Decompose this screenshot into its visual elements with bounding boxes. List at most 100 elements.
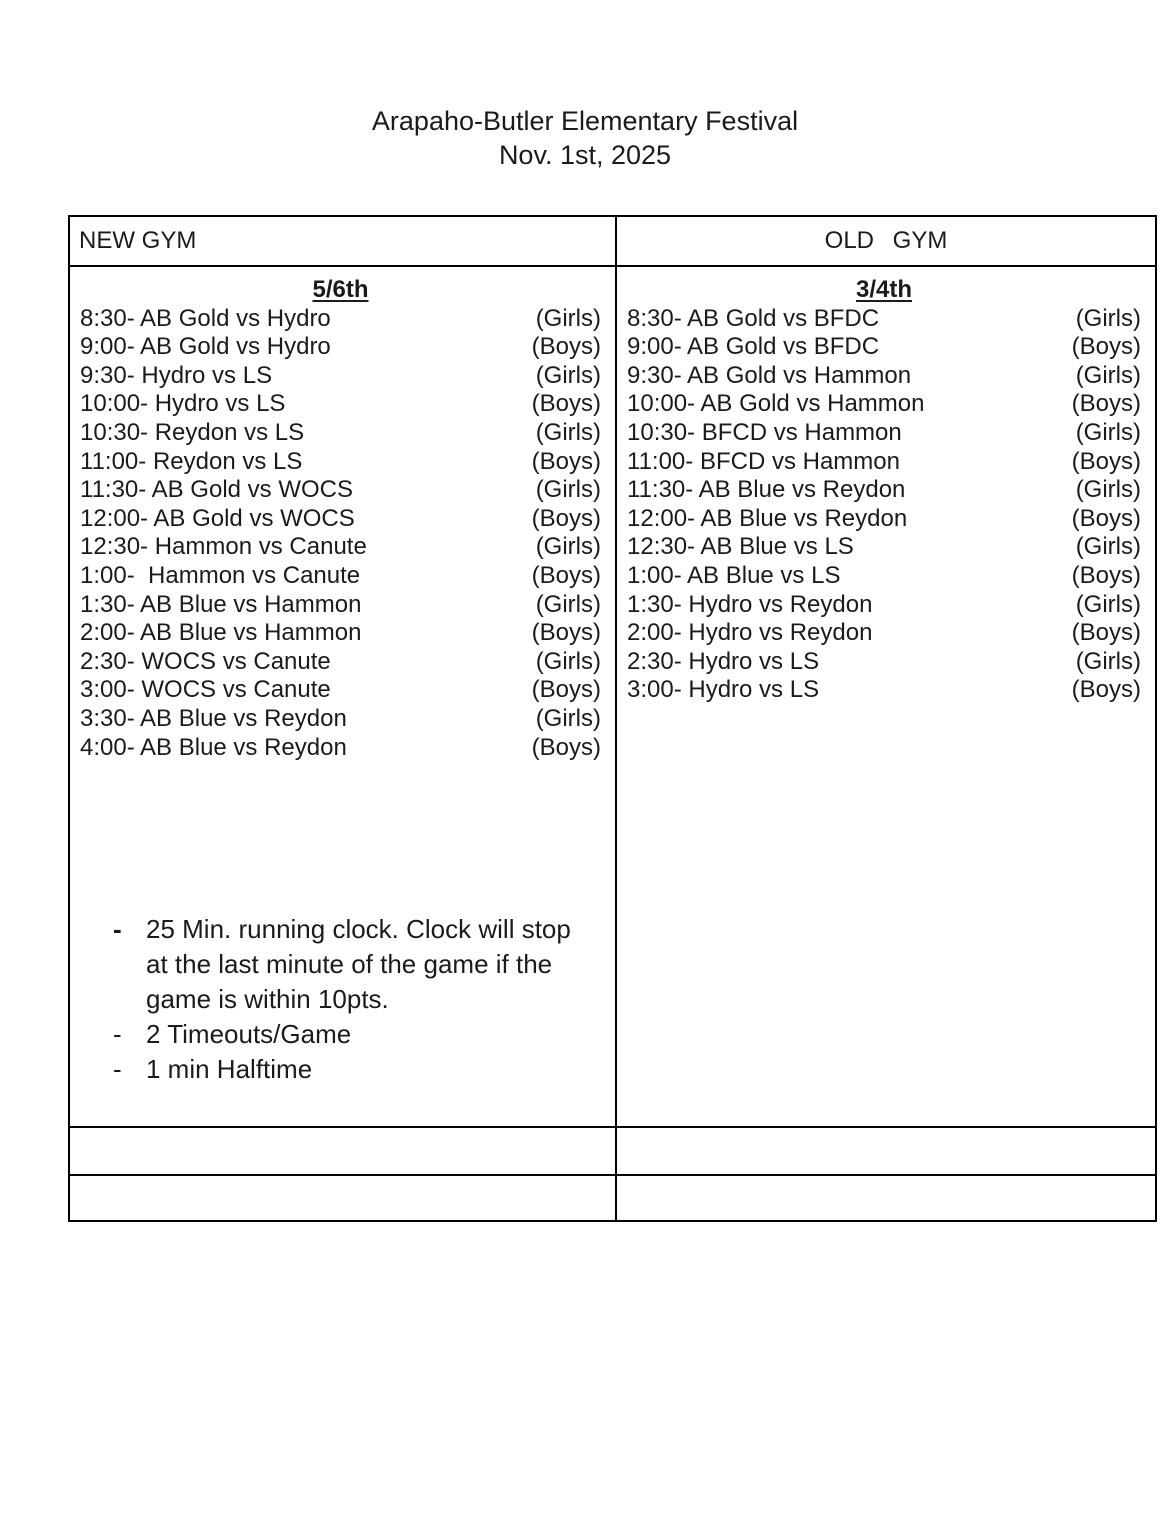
game-matchup: 10:00- Hydro vs LS — [80, 390, 286, 418]
game-matchup: 2:00- Hydro vs Reydon — [627, 619, 873, 647]
game-division: (Boys) — [531, 561, 601, 589]
games-list-new-gym: 8:30- AB Gold vs Hydro (Girls) 9:00- AB Go… — [80, 305, 601, 763]
game-division: (Boys) — [531, 447, 601, 475]
game-matchup: 2:30- Hydro vs LS — [627, 647, 820, 675]
game-division: (Girls) — [535, 704, 601, 732]
game-entry: 8:30- AB Gold vs Hydro (Girls) — [80, 305, 601, 334]
game-division: (Girls) — [1075, 476, 1141, 504]
game-entry: 2:00- AB Blue vs Hammon (Boys) — [80, 619, 601, 648]
dash-bullet: - — [113, 1019, 122, 1050]
game-division: (Boys) — [531, 390, 601, 418]
empty-cell — [68, 1126, 617, 1176]
game-matchup: 10:30- BFCD vs Hammon — [627, 418, 902, 446]
game-entry: 2:30- WOCS vs Canute (Girls) — [80, 648, 601, 677]
game-matchup: 12:00- AB Gold vs WOCS — [80, 504, 355, 532]
game-entry: 4:00- AB Blue vs Reydon (Boys) — [80, 734, 601, 763]
rule-note: -25 Min. running clock. Clock will stop … — [80, 912, 601, 1017]
game-matchup: 3:00- Hydro vs LS — [627, 676, 820, 704]
game-entry: 9:30- AB Gold vs Hammon (Girls) — [627, 362, 1141, 391]
game-entry: 12:00- AB Blue vs Reydon (Boys) — [627, 505, 1141, 534]
game-matchup: 3:30- AB Blue vs Reydon — [80, 704, 347, 732]
game-division: (Boys) — [531, 619, 601, 647]
game-division: (Girls) — [535, 533, 601, 561]
game-division: (Girls) — [1075, 647, 1141, 675]
gym-header-row: NEW GYM OLD GYM — [68, 215, 1157, 267]
game-entry: 12:00- AB Gold vs WOCS (Boys) — [80, 505, 601, 534]
dash-bullet: - — [113, 914, 122, 945]
game-matchup: 10:30- Reydon vs LS — [80, 418, 305, 446]
game-matchup: 11:30- AB Blue vs Reydon — [627, 476, 906, 504]
game-entry: 11:30- AB Blue vs Reydon (Girls) — [627, 476, 1141, 505]
game-entry: 8:30- AB Gold vs BFDC (Girls) — [627, 305, 1141, 334]
page-title: Arapaho-Butler Elementary Festival — [371, 106, 799, 136]
game-division: (Girls) — [1075, 590, 1141, 618]
game-entry: 9:00- AB Gold vs BFDC (Boys) — [627, 333, 1141, 362]
game-matchup: 12:30- AB Blue vs LS — [627, 533, 854, 561]
empty-cell — [68, 1174, 617, 1222]
rule-note-text: 25 Min. running clock. Clock will stop a… — [146, 914, 571, 1015]
empty-cell — [615, 1126, 1157, 1176]
game-entry: 1:00- AB Blue vs LS (Boys) — [627, 562, 1141, 591]
game-matchup: 11:00- Reydon vs LS — [80, 447, 303, 475]
old-gym-header-cell: OLD GYM — [615, 215, 1157, 267]
game-entry: 12:30- AB Blue vs LS (Girls) — [627, 533, 1141, 562]
rule-note-text: 2 Timeouts/Game — [146, 1019, 352, 1050]
game-division: (Girls) — [535, 647, 601, 675]
game-division: (Boys) — [1071, 676, 1141, 704]
game-division: (Boys) — [531, 676, 601, 704]
new-gym-schedule-cell: 5/6th 8:30- AB Gold vs Hydro (Girls) 9:00-… — [68, 265, 617, 1128]
game-entry: 3:00- WOCS vs Canute (Boys) — [80, 676, 601, 705]
game-entry: 12:30- Hammon vs Canute (Girls) — [80, 533, 601, 562]
game-matchup: 11:30- AB Gold vs WOCS — [80, 476, 353, 504]
game-division: (Girls) — [1075, 418, 1141, 446]
empty-cell — [615, 1174, 1157, 1222]
game-entry: 2:00- Hydro vs Reydon (Boys) — [627, 619, 1141, 648]
game-matchup: 2:00- AB Blue vs Hammon — [80, 619, 362, 647]
game-matchup: 4:00- AB Blue vs Reydon — [80, 733, 347, 761]
game-entry: 3:00- Hydro vs LS (Boys) — [627, 676, 1141, 705]
game-entry: 1:30- AB Blue vs Hammon (Girls) — [80, 591, 601, 620]
dash-bullet: - — [113, 1054, 122, 1085]
game-entry: 10:00- Hydro vs LS (Boys) — [80, 390, 601, 419]
game-division: (Boys) — [531, 333, 601, 361]
grade-heading-5-6th: 5/6th — [312, 276, 369, 303]
game-entry: 10:30- BFCD vs Hammon (Girls) — [627, 419, 1141, 448]
empty-row — [68, 1174, 1157, 1222]
game-matchup: 3:00- WOCS vs Canute — [80, 676, 331, 704]
game-division: (Girls) — [535, 418, 601, 446]
game-matchup: 12:00- AB Blue vs Reydon — [627, 504, 908, 532]
game-matchup: 8:30- AB Gold vs Hydro — [80, 304, 331, 332]
game-division: (Boys) — [531, 733, 601, 761]
game-matchup: 9:30- Hydro vs LS — [80, 361, 273, 389]
game-entry: 10:30- Reydon vs LS (Girls) — [80, 419, 601, 448]
game-division: (Girls) — [535, 476, 601, 504]
game-division: (Girls) — [535, 590, 601, 618]
spacer — [80, 762, 601, 912]
grade-heading-3-4th: 3/4th — [855, 276, 912, 303]
game-matchup: 1:30- Hydro vs Reydon — [627, 590, 873, 618]
new-gym-label: NEW GYM — [79, 227, 197, 254]
game-entry: 2:30- Hydro vs LS (Girls) — [627, 648, 1141, 677]
game-matchup: 9:00- AB Gold vs BFDC — [627, 333, 880, 361]
game-division: (Boys) — [1071, 333, 1141, 361]
game-entry: 11:00- BFCD vs Hammon (Boys) — [627, 448, 1141, 477]
game-matchup: 8:30- AB Gold vs BFDC — [627, 304, 880, 332]
game-division: (Boys) — [1071, 561, 1141, 589]
game-division: (Girls) — [1075, 304, 1141, 332]
game-matchup: 2:30- WOCS vs Canute — [80, 647, 331, 675]
game-division: (Boys) — [1071, 390, 1141, 418]
rule-note: -2 Timeouts/Game — [80, 1017, 601, 1052]
game-entry: 1:00- Hammon vs Canute (Boys) — [80, 562, 601, 591]
game-matchup: 1:00- AB Blue vs LS — [627, 561, 841, 589]
old-gym-schedule-cell: 3/4th 8:30- AB Gold vs BFDC (Girls) 9:00- … — [615, 265, 1157, 1128]
games-list-old-gym: 8:30- AB Gold vs BFDC (Girls) 9:00- AB Gol… — [627, 305, 1141, 705]
game-entry: 9:30- Hydro vs LS (Girls) — [80, 362, 601, 391]
old-gym-label: OLD GYM — [824, 227, 948, 254]
empty-row — [68, 1126, 1157, 1176]
game-entry: 3:30- AB Blue vs Reydon (Girls) — [80, 705, 601, 734]
game-matchup: 12:30- Hammon vs Canute — [80, 533, 367, 561]
game-matchup: 11:00- BFCD vs Hammon — [627, 447, 900, 475]
game-division: (Boys) — [1071, 619, 1141, 647]
game-entry: 11:30- AB Gold vs WOCS (Girls) — [80, 476, 601, 505]
game-entry: 10:00- AB Gold vs Hammon (Boys) — [627, 390, 1141, 419]
